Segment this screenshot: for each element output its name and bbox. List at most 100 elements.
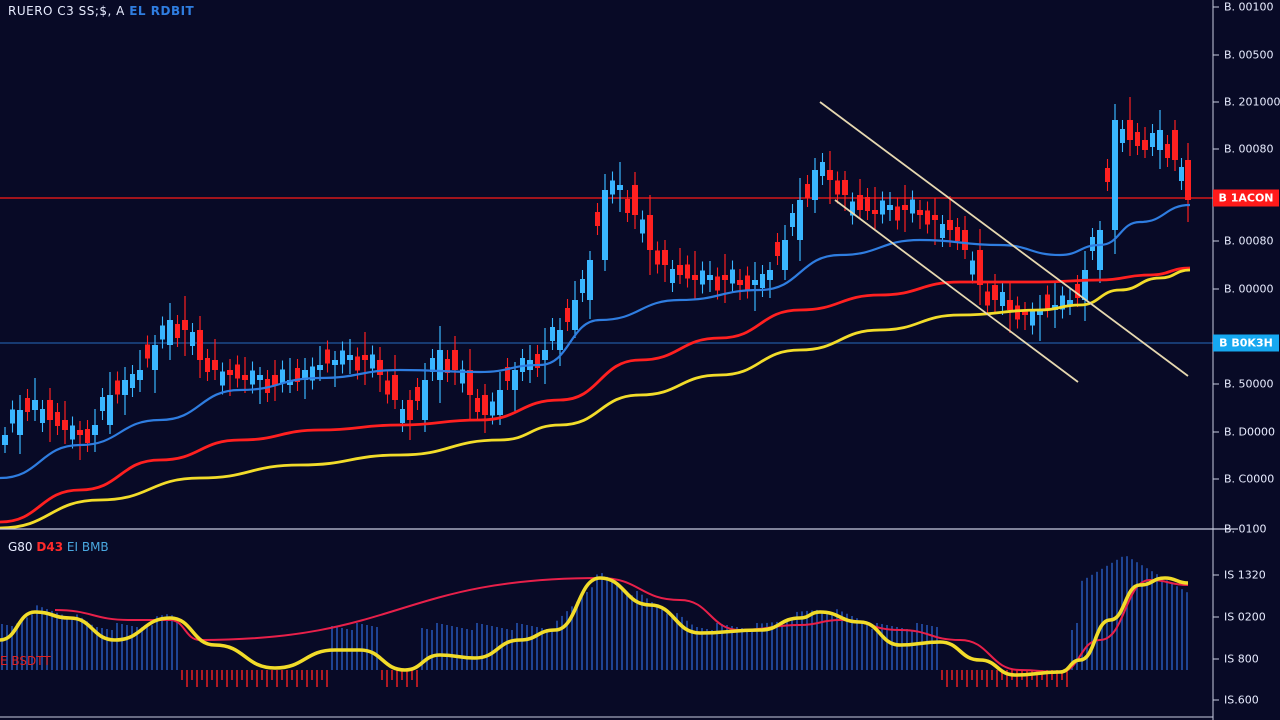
indicator-yellow-line <box>0 576 1189 677</box>
candle-body <box>197 330 203 360</box>
price-axis-label: B. 00080 <box>1224 142 1274 156</box>
candle-body <box>647 215 653 250</box>
candle-body <box>325 349 330 364</box>
candle-body <box>460 369 465 384</box>
legend-item-c: EI BMB <box>66 540 109 554</box>
trendline[interactable] <box>834 199 1079 383</box>
candle-body <box>47 400 53 420</box>
candle-body <box>557 330 563 350</box>
candle-body <box>505 367 510 381</box>
candle-body <box>377 360 383 375</box>
candle-body <box>167 320 173 345</box>
candle-body <box>295 368 300 382</box>
candle-body <box>917 210 923 215</box>
candle-body <box>827 170 833 180</box>
axes <box>0 0 1238 720</box>
candle-body <box>257 375 263 380</box>
ma-fast-line <box>0 203 1191 480</box>
candle-body <box>775 242 780 256</box>
candle-body <box>662 250 668 265</box>
candle-body <box>737 280 743 285</box>
candle-body <box>302 370 308 380</box>
candle-body <box>100 397 105 411</box>
candle-body <box>115 380 120 395</box>
candle-body <box>842 180 848 195</box>
candle-body <box>1022 310 1028 315</box>
candle-body <box>467 370 473 395</box>
candle-body <box>962 230 968 250</box>
candle-body <box>370 354 375 369</box>
candle-body <box>1067 300 1073 305</box>
candle-body <box>1157 130 1163 150</box>
candle-body <box>1045 294 1050 309</box>
indicator-axis-label: IS 800 <box>1224 652 1259 666</box>
candle-body <box>482 395 488 415</box>
price-axis-label: B. C0000 <box>1224 472 1275 486</box>
candle-body <box>722 275 728 280</box>
candle-body <box>137 370 143 380</box>
indicator-lines <box>0 576 1189 677</box>
legend-item-a: G80 <box>8 540 33 554</box>
candle-body <box>745 275 750 290</box>
candle-body <box>1015 305 1020 320</box>
resistance-price-text: B 1ACON <box>1218 191 1274 205</box>
ma-mid-line <box>0 266 1191 524</box>
trendlines[interactable] <box>819 101 1189 383</box>
candle-body <box>940 224 945 238</box>
candle-body <box>572 300 578 330</box>
trendline[interactable] <box>819 101 1189 377</box>
candle-body <box>857 195 863 210</box>
price-axis-label: B. 201000 <box>1224 95 1280 109</box>
candle-body <box>17 410 23 435</box>
candle-body <box>752 280 758 285</box>
candle-body <box>1150 133 1155 147</box>
candle-body <box>925 210 930 225</box>
indicator-axis-label: IS 1320 <box>1224 568 1266 582</box>
candle-body <box>497 390 503 415</box>
indicator-axis-label: IS.600 <box>1224 693 1259 707</box>
candle-body <box>932 215 938 220</box>
candle-body <box>10 409 15 424</box>
candle-body <box>70 425 75 440</box>
candle-body <box>587 260 593 300</box>
candle-body <box>235 364 240 379</box>
candle-body <box>437 350 443 380</box>
candle-body <box>25 398 30 412</box>
chart-title: RUERO C3 SS;$, A EL RDBIT <box>8 4 194 18</box>
candle-body <box>655 250 660 265</box>
title-symbol: RUERO C3 SS;$, A <box>8 4 125 18</box>
candle-body <box>805 184 810 198</box>
candle-body <box>340 350 345 365</box>
candle-body <box>220 371 225 386</box>
candle-body <box>212 360 218 370</box>
candle-body <box>910 199 915 214</box>
candle-body <box>707 275 713 280</box>
candle-body <box>700 270 705 285</box>
candle-body <box>490 401 495 416</box>
candle-body <box>1179 167 1184 181</box>
candle-body <box>625 199 630 213</box>
candle-body <box>85 429 90 443</box>
candle-body <box>542 350 548 360</box>
candle-body <box>107 395 113 425</box>
candle-body <box>347 355 353 360</box>
candle-body <box>610 180 615 195</box>
candle-body <box>122 380 128 395</box>
candle-body <box>392 375 398 400</box>
candle-body <box>955 227 960 241</box>
candle-body <box>130 374 135 388</box>
candle-body <box>452 350 458 370</box>
candle-body <box>400 409 405 423</box>
candle-body <box>1037 310 1043 315</box>
candle-body <box>55 412 60 426</box>
candle-body <box>362 355 368 360</box>
candle-body <box>145 344 150 359</box>
candle-body <box>2 435 8 445</box>
candle-body <box>1185 160 1191 200</box>
price-axis-label: B. 0100 <box>1224 522 1267 536</box>
candle-body <box>32 400 38 410</box>
price-axis-label: B. 00000 <box>1224 282 1274 296</box>
candle-body <box>985 291 990 306</box>
candle-body <box>520 358 525 372</box>
